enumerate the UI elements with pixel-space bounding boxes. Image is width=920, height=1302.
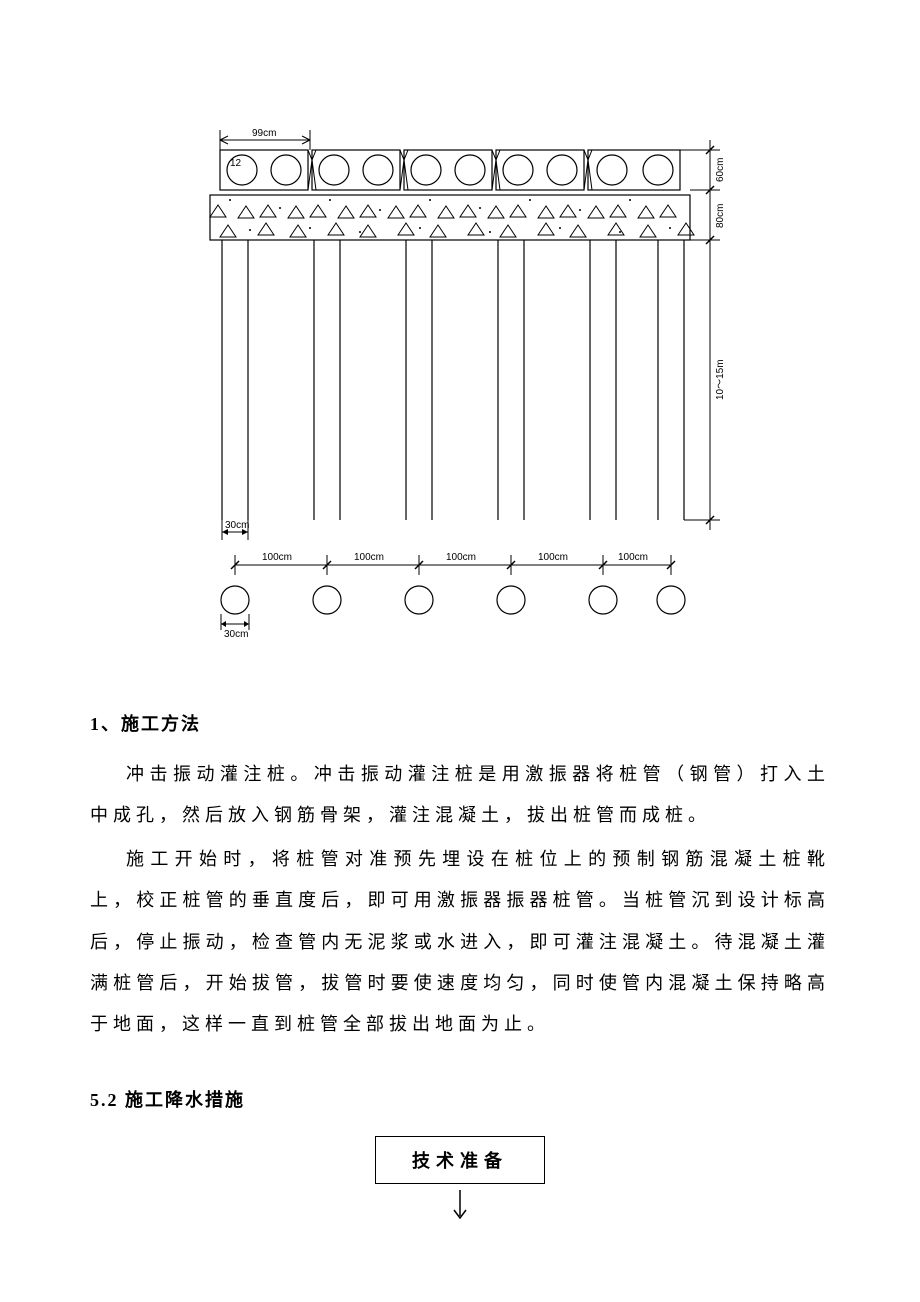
svg-text:30cm: 30cm (225, 520, 249, 531)
deck: 12 (220, 150, 680, 190)
svg-text:100cm: 100cm (618, 552, 648, 563)
svg-text:80cm: 80cm (715, 204, 726, 228)
bottom-spacing-dims: 100cm 100cm 100cm 100cm 100cm (231, 552, 675, 575)
heading-dewatering: 5.2 施工降水措施 (90, 1086, 830, 1112)
plan-circles (221, 586, 685, 614)
pile-diagram: 99cm 12 (90, 100, 830, 660)
subheading-title: 施工降水措施 (125, 1090, 245, 1110)
aggregate-layer (210, 195, 694, 240)
top-dim: 99cm (220, 128, 310, 150)
heading-num: 1 (90, 714, 101, 734)
hole-label: 12 (230, 158, 242, 169)
pile-top-width-dim: 30cm (222, 520, 249, 540)
svg-text:100cm: 100cm (262, 552, 292, 563)
svg-text:30cm: 30cm (224, 629, 248, 640)
heading-construction-method: 1、施工方法 (90, 710, 830, 736)
flowbox-tech-prep: 技术准备 (375, 1136, 545, 1184)
svg-text:100cm: 100cm (354, 552, 384, 563)
top-dim-label: 99cm (252, 128, 276, 139)
arrow-down-icon (450, 1190, 470, 1224)
heading-title: 施工方法 (121, 714, 201, 734)
svg-text:60cm: 60cm (715, 158, 726, 182)
right-dims: 60cm 80cm 10～15m (680, 140, 726, 530)
svg-text:100cm: 100cm (446, 552, 476, 563)
svg-text:10～15m: 10～15m (715, 359, 726, 400)
heading-sep: 、 (101, 714, 121, 734)
plan-circle-dim: 30cm (221, 614, 249, 640)
svg-text:100cm: 100cm (538, 552, 568, 563)
subheading-num: 5.2 (90, 1090, 119, 1110)
paragraph-2: 施工开始时，将桩管对准预先埋设在桩位上的预制钢筋混凝土桩靴上，校正桩管的垂直度后… (90, 839, 830, 1046)
piles (222, 240, 684, 520)
paragraph-1: 冲击振动灌注桩。冲击振动灌注桩是用激振器将桩管（钢管）打入土中成孔，然后放入钢筋… (90, 754, 830, 837)
flowchart: 技术准备 (90, 1136, 830, 1224)
